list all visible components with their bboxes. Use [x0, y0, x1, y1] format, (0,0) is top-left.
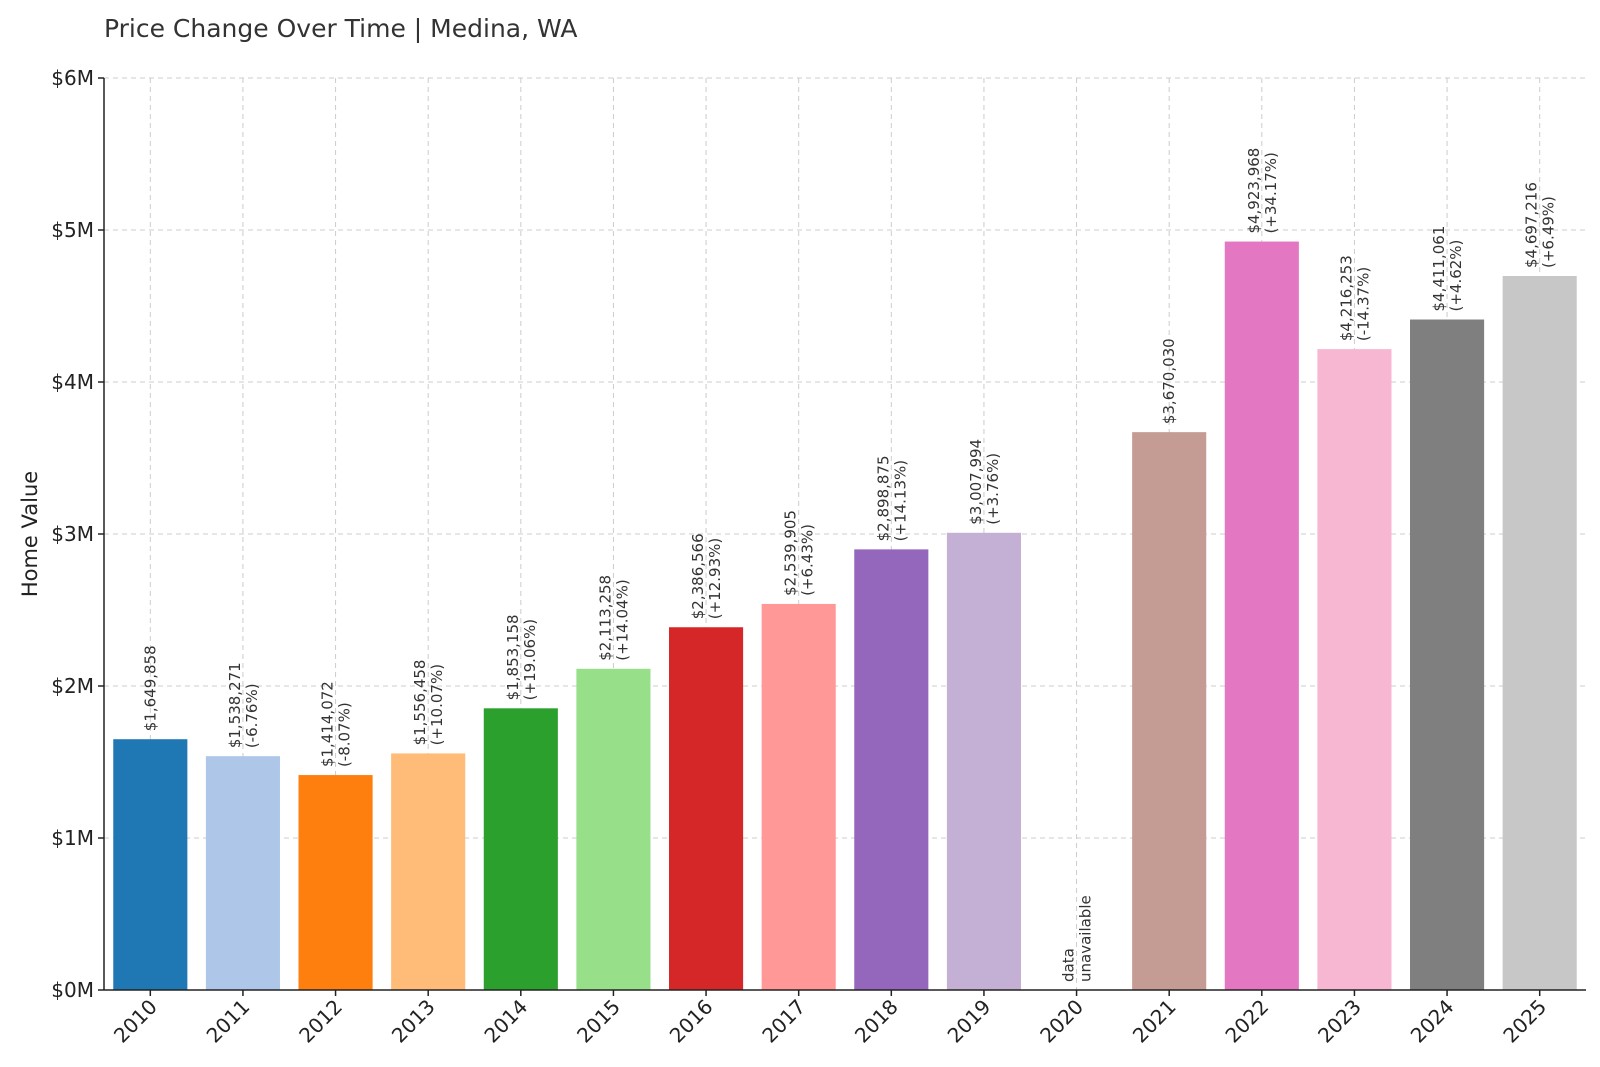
- bar-2012: [298, 775, 373, 990]
- x-tick-label: 2022: [1220, 995, 1273, 1048]
- x-tick-label: 2018: [850, 995, 903, 1048]
- y-tick-label: $1M: [51, 826, 94, 850]
- data-label: (+6.49%): [1540, 196, 1558, 268]
- data-label: $2,539,905: [782, 510, 800, 596]
- data-labels: $1,649,858 $1,538,271 (-6.76%) $1,414,072 (-…: [141, 148, 1557, 982]
- bar-2024: [1410, 319, 1485, 990]
- data-label: $4,697,216: [1523, 182, 1541, 268]
- x-tick-label: 2010: [109, 995, 162, 1048]
- data-label: $1,853,158: [504, 614, 522, 700]
- data-label: $4,923,968: [1245, 148, 1263, 234]
- x-tick-label: 2019: [943, 995, 996, 1048]
- data-label: $1,414,072: [319, 681, 337, 767]
- x-tick-label: 2014: [479, 995, 532, 1048]
- data-label: (+3.76%): [984, 453, 1002, 525]
- bar-2014: [483, 708, 558, 990]
- x-tick-label: 2025: [1498, 995, 1551, 1048]
- bar-2011: [205, 756, 280, 990]
- data-label: $2,898,875: [874, 455, 892, 541]
- data-label: (-6.76%): [243, 683, 261, 748]
- x-tick-label: 2024: [1406, 995, 1459, 1048]
- bar-2025: [1502, 276, 1577, 990]
- bar-2021: [1132, 432, 1207, 991]
- bar-2015: [576, 668, 651, 990]
- bar-2017: [761, 603, 836, 990]
- x-tick-label: 2020: [1035, 995, 1088, 1048]
- bar-2019: [946, 532, 1021, 990]
- data-label: (+14.13%): [891, 460, 909, 541]
- bar-2022: [1224, 241, 1299, 990]
- data-label: $2,113,258: [596, 575, 614, 661]
- bar-2018: [854, 549, 929, 990]
- bar-2016: [669, 627, 744, 990]
- x-tick-label: 2016: [665, 995, 718, 1048]
- y-tick-label: $4M: [51, 370, 94, 394]
- data-label: $1,649,858: [141, 645, 159, 731]
- x-tick-label: 2015: [572, 995, 625, 1048]
- y-tick-label: $0M: [51, 978, 94, 1002]
- x-tick-label: 2013: [387, 995, 440, 1048]
- bars: [113, 241, 1577, 991]
- data-label: (+10.07%): [428, 664, 446, 745]
- data-label: (+6.43%): [799, 524, 817, 596]
- data-label: (+14.04%): [613, 579, 631, 660]
- data-label: (+34.17%): [1262, 152, 1280, 233]
- x-tick-label: 2023: [1313, 995, 1366, 1048]
- data-label: $1,538,271: [226, 662, 244, 748]
- y-axis-label: Home Value: [18, 471, 42, 597]
- data-label: (+12.93%): [706, 538, 724, 619]
- data-label: (-14.37%): [1354, 267, 1372, 341]
- y-tick-label: $6M: [51, 66, 94, 90]
- data-label: (-8.07%): [336, 702, 354, 767]
- data-label: $4,411,061: [1430, 226, 1448, 312]
- bar-2013: [391, 753, 466, 990]
- y-tick-label: $3M: [51, 522, 94, 546]
- unavailable-label: unavailable: [1077, 895, 1095, 982]
- bar-2010: [113, 739, 188, 990]
- y-tick-label: $2M: [51, 674, 94, 698]
- x-tick-label: 2017: [757, 995, 810, 1048]
- data-label: (+19.06%): [521, 619, 539, 700]
- data-label: (+4.62%): [1447, 240, 1465, 312]
- data-label: $1,556,458: [411, 660, 429, 746]
- chart-title: Price Change Over Time | Medina, WA: [104, 14, 578, 43]
- data-label: $4,216,253: [1337, 255, 1355, 341]
- unavailable-label: data: [1060, 948, 1078, 982]
- x-tick-label: 2011: [202, 995, 255, 1048]
- data-label: $3,007,994: [967, 439, 985, 525]
- data-label: $3,670,030: [1160, 338, 1178, 424]
- x-tick-label: 2012: [294, 995, 347, 1048]
- bar-2023: [1317, 349, 1392, 991]
- data-label: $2,386,566: [689, 533, 707, 619]
- x-tick-label: 2021: [1128, 995, 1181, 1048]
- y-tick-label: $5M: [51, 218, 94, 242]
